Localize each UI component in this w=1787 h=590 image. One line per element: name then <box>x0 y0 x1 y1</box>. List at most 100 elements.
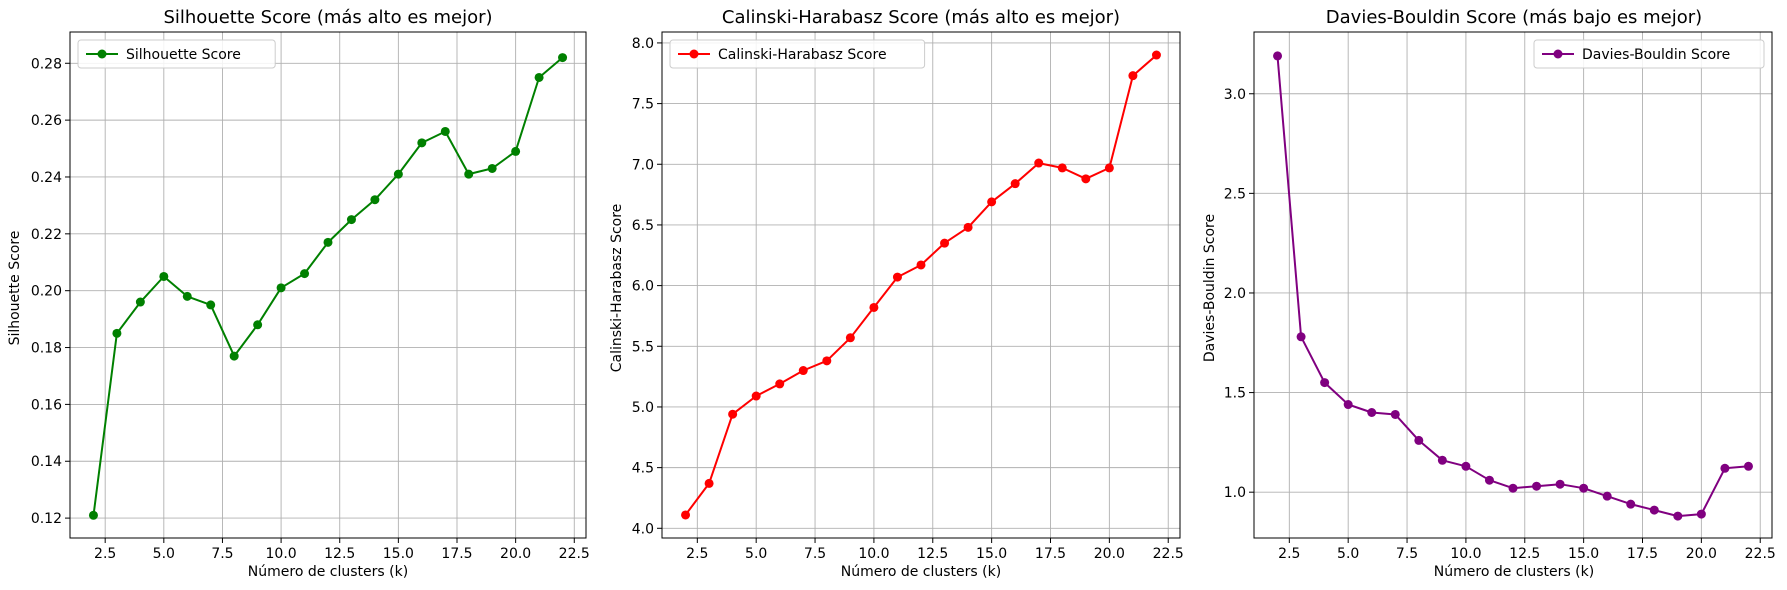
data-point <box>1484 475 1494 485</box>
data-point <box>1555 479 1565 489</box>
y-tick-label: 4.5 <box>632 461 654 477</box>
data-point <box>1602 491 1612 501</box>
data-point <box>440 126 450 136</box>
x-tick-label: 20.0 <box>1094 546 1125 562</box>
chart-title: Davies-Bouldin Score (más bajo es mejor) <box>1326 7 1702 28</box>
data-point <box>112 328 122 338</box>
legend-box <box>77 39 276 69</box>
davies-bouldin-chart-panel: Davies-Bouldin Score (más bajo es mejor)… <box>1202 7 1776 580</box>
x-tick-label: 7.5 <box>804 546 826 562</box>
x-tick-label: 10.0 <box>266 546 297 562</box>
data-point <box>681 510 691 520</box>
x-tick-label: 2.5 <box>686 546 708 562</box>
chart-title: Silhouette Score (más alto es mejor) <box>163 7 492 28</box>
data-point <box>1579 483 1589 493</box>
y-tick-label: 0.22 <box>31 227 62 243</box>
data-point <box>135 297 145 307</box>
legend: Davies-Bouldin Score <box>1533 39 1765 69</box>
data-point <box>1367 407 1377 417</box>
legend-marker <box>1553 49 1563 59</box>
legend-label: Silhouette Score <box>126 47 241 63</box>
legend-label: Davies-Bouldin Score <box>1582 47 1730 63</box>
x-tick-label: 5.0 <box>153 546 175 562</box>
y-axis-label: Calinski-Harabasz Score <box>609 204 625 373</box>
legend-marker <box>689 49 699 59</box>
x-axis-label: Número de clusters (k) <box>841 564 1001 580</box>
data-point <box>1461 461 1471 471</box>
x-tick-label: 15.0 <box>383 546 414 562</box>
legend-box <box>669 39 926 69</box>
data-point <box>487 163 497 173</box>
legend-label: Calinski-Harabasz Score <box>718 47 887 63</box>
data-point <box>1273 51 1283 61</box>
plot-frame <box>661 31 1181 539</box>
y-tick-label: 4.0 <box>632 521 654 537</box>
x-tick-label: 12.5 <box>324 546 355 562</box>
data-point <box>393 169 403 179</box>
data-point <box>88 510 98 520</box>
data-point <box>869 302 879 312</box>
x-tick-label: 17.5 <box>1627 546 1658 562</box>
plot-frame <box>1253 31 1773 539</box>
x-axis-label: Número de clusters (k) <box>1434 564 1594 580</box>
x-tick-label: 5.0 <box>745 546 767 562</box>
data-point <box>822 356 832 366</box>
y-tick-label: 3.0 <box>1224 87 1246 103</box>
x-tick-label: 10.0 <box>1450 546 1481 562</box>
y-tick-label: 0.18 <box>31 341 62 357</box>
data-point <box>1343 400 1353 410</box>
x-axis-label: Número de clusters (k) <box>248 564 408 580</box>
legend-marker <box>97 49 107 59</box>
data-point <box>1010 179 1020 189</box>
data-point <box>1508 483 1518 493</box>
y-tick-label: 0.12 <box>31 511 62 527</box>
x-tick-label: 10.0 <box>858 546 889 562</box>
y-tick-label: 0.14 <box>31 454 62 470</box>
y-tick-label: 0.16 <box>31 397 62 413</box>
y-tick-label: 0.20 <box>31 284 62 300</box>
data-point <box>798 366 808 376</box>
data-point <box>1414 435 1424 445</box>
data-point <box>323 237 333 247</box>
y-tick-label: 0.26 <box>31 113 62 129</box>
x-tick-label: 22.5 <box>559 546 590 562</box>
silhouette-chart-panel: Silhouette Score (más alto es mejor) Núm… <box>7 7 590 580</box>
data-point <box>751 391 761 401</box>
data-point <box>916 260 926 270</box>
data-point <box>775 379 785 389</box>
data-point <box>300 269 310 279</box>
data-point <box>1743 461 1753 471</box>
data-point <box>963 222 973 232</box>
data-point <box>1696 509 1706 519</box>
data-point <box>1649 505 1659 515</box>
data-point <box>1673 511 1683 521</box>
legend-box <box>1533 39 1765 69</box>
data-point <box>159 271 169 281</box>
data-point <box>1104 163 1114 173</box>
x-tick-label: 20.0 <box>500 546 531 562</box>
data-point <box>229 351 239 361</box>
data-point <box>704 478 714 488</box>
plot-frame <box>69 31 587 539</box>
data-point <box>276 283 286 293</box>
x-tick-label: 12.5 <box>1509 546 1540 562</box>
data-point <box>253 320 263 330</box>
x-tick-label: 22.5 <box>1153 546 1184 562</box>
y-tick-label: 1.5 <box>1224 386 1246 402</box>
y-tick-label: 6.5 <box>632 218 654 234</box>
calinski-harabasz-chart-panel: Calinski-Harabasz Score (más alto es mej… <box>609 7 1184 580</box>
data-point <box>987 197 997 207</box>
x-tick-label: 17.5 <box>1035 546 1066 562</box>
data-point <box>892 272 902 282</box>
data-point <box>940 238 950 248</box>
data-point <box>1626 499 1636 509</box>
y-axis-label: Davies-Bouldin Score <box>1202 214 1218 362</box>
data-point <box>182 291 192 301</box>
y-tick-label: 5.5 <box>632 339 654 355</box>
data-point <box>558 53 568 63</box>
data-point <box>370 195 380 205</box>
chart-title: Calinski-Harabasz Score (más alto es mej… <box>722 7 1120 28</box>
x-tick-label: 20.0 <box>1686 546 1717 562</box>
y-tick-label: 2.0 <box>1224 286 1246 302</box>
x-tick-label: 15.0 <box>1568 546 1599 562</box>
